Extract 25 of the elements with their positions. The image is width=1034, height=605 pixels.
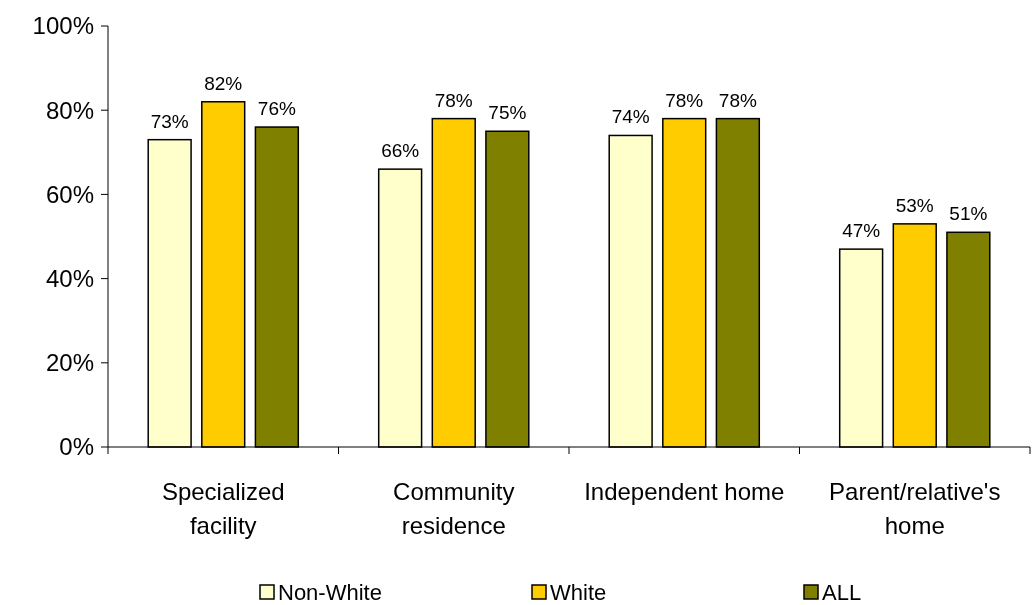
data-label: 47% [842, 220, 881, 242]
x-tick-label: Independent home [584, 478, 785, 505]
y-tick-label: 60% [45, 180, 94, 208]
data-label: 51% [949, 203, 988, 225]
data-label: 76% [257, 98, 296, 120]
data-label: 78% [665, 89, 704, 111]
y-tick-label: 80% [45, 96, 94, 124]
x-tick-label: Community residence [393, 478, 515, 539]
data-label: 78% [434, 89, 473, 111]
x-tick-label: Specialized facility [161, 478, 285, 539]
y-tick-label: 0% [59, 433, 94, 461]
data-label: 73% [150, 110, 189, 132]
y-tick-label: 100% [32, 12, 94, 40]
data-label: 78% [718, 89, 757, 111]
y-tick-label: 40% [45, 265, 94, 292]
legend-label: Non-White [278, 579, 382, 605]
data-label: 66% [381, 140, 420, 162]
legend-label: White [550, 579, 607, 605]
data-label: 53% [895, 194, 934, 216]
data-label: 74% [611, 106, 650, 128]
data-label: 82% [204, 72, 243, 94]
x-tick-label: Parent/relative's home [829, 478, 1001, 539]
y-tick-label: 20% [45, 349, 94, 377]
legend-label: ALL [822, 579, 862, 605]
data-label: 75% [488, 102, 527, 124]
